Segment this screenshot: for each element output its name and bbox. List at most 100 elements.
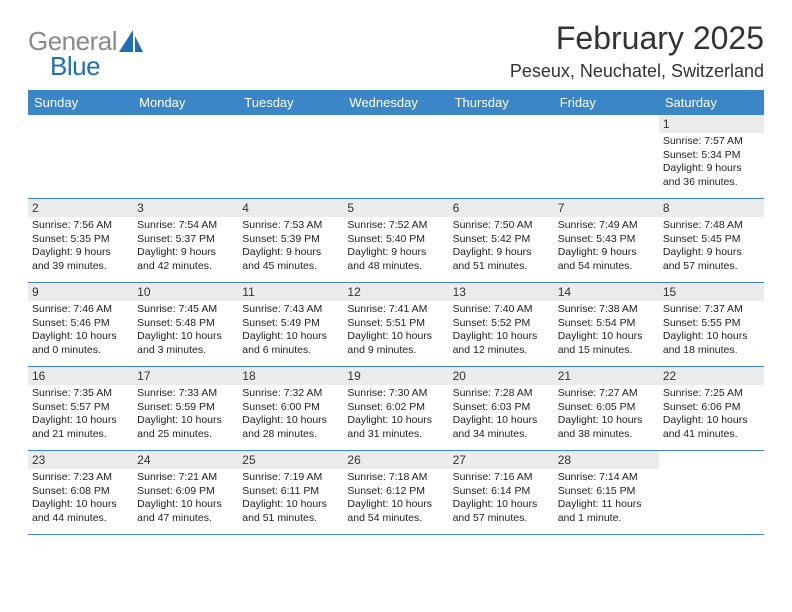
calendar-cell: 24Sunrise: 7:21 AMSunset: 6:09 PMDayligh… — [133, 451, 238, 535]
day-line: and 36 minutes. — [663, 176, 760, 190]
day-number: 26 — [343, 451, 448, 469]
calendar-cell: 2Sunrise: 7:56 AMSunset: 5:35 PMDaylight… — [28, 199, 133, 283]
day-line: Daylight: 10 hours — [32, 498, 129, 512]
day-line: Sunrise: 7:57 AM — [663, 135, 760, 149]
day-line: Daylight: 9 hours — [663, 246, 760, 260]
weekday-header: Sunday — [28, 91, 133, 115]
day-line: Daylight: 10 hours — [453, 330, 550, 344]
day-line: Sunrise: 7:54 AM — [137, 219, 234, 233]
weekday-header: Tuesday — [238, 91, 343, 115]
location: Peseux, Neuchatel, Switzerland — [510, 61, 764, 82]
calendar-cell: 7Sunrise: 7:49 AMSunset: 5:43 PMDaylight… — [554, 199, 659, 283]
calendar-cell: 18Sunrise: 7:32 AMSunset: 6:00 PMDayligh… — [238, 367, 343, 451]
day-line: and 51 minutes. — [242, 512, 339, 526]
day-body: Sunrise: 7:48 AMSunset: 5:45 PMDaylight:… — [659, 217, 764, 276]
day-line: Sunset: 6:03 PM — [453, 401, 550, 415]
calendar-cell — [554, 115, 659, 199]
day-line: and 44 minutes. — [32, 512, 129, 526]
day-line: and 3 minutes. — [137, 344, 234, 358]
day-line: Sunrise: 7:49 AM — [558, 219, 655, 233]
day-line: Sunrise: 7:37 AM — [663, 303, 760, 317]
calendar-header-row: SundayMondayTuesdayWednesdayThursdayFrid… — [28, 91, 764, 115]
day-line: and 38 minutes. — [558, 428, 655, 442]
calendar-cell — [28, 115, 133, 199]
day-line: Sunset: 6:06 PM — [663, 401, 760, 415]
day-line: Sunset: 6:11 PM — [242, 485, 339, 499]
calendar-cell: 23Sunrise: 7:23 AMSunset: 6:08 PMDayligh… — [28, 451, 133, 535]
calendar-cell: 1Sunrise: 7:57 AMSunset: 5:34 PMDaylight… — [659, 115, 764, 199]
day-number: 4 — [238, 199, 343, 217]
day-line: and 42 minutes. — [137, 260, 234, 274]
day-line: Sunrise: 7:53 AM — [242, 219, 339, 233]
calendar-page: General Blue February 2025 Peseux, Neuch… — [0, 0, 792, 545]
day-line: Sunset: 5:55 PM — [663, 317, 760, 331]
day-body: Sunrise: 7:45 AMSunset: 5:48 PMDaylight:… — [133, 301, 238, 360]
day-line: Sunrise: 7:46 AM — [32, 303, 129, 317]
day-body: Sunrise: 7:25 AMSunset: 6:06 PMDaylight:… — [659, 385, 764, 444]
weekday-header: Wednesday — [343, 91, 448, 115]
day-line: Daylight: 9 hours — [137, 246, 234, 260]
day-number: 18 — [238, 367, 343, 385]
day-line: and 51 minutes. — [453, 260, 550, 274]
day-body: Sunrise: 7:43 AMSunset: 5:49 PMDaylight:… — [238, 301, 343, 360]
day-line: Sunrise: 7:30 AM — [347, 387, 444, 401]
calendar-cell — [659, 451, 764, 535]
day-line: Sunrise: 7:25 AM — [663, 387, 760, 401]
day-line: and 41 minutes. — [663, 428, 760, 442]
day-line: Daylight: 9 hours — [663, 162, 760, 176]
day-line: Sunset: 6:12 PM — [347, 485, 444, 499]
day-line: Sunrise: 7:43 AM — [242, 303, 339, 317]
calendar-cell: 4Sunrise: 7:53 AMSunset: 5:39 PMDaylight… — [238, 199, 343, 283]
day-line: and 57 minutes. — [663, 260, 760, 274]
calendar-cell — [449, 115, 554, 199]
day-line: and 47 minutes. — [137, 512, 234, 526]
weekday-header: Saturday — [659, 91, 764, 115]
day-line: Sunrise: 7:19 AM — [242, 471, 339, 485]
day-line: and 15 minutes. — [558, 344, 655, 358]
day-line: and 54 minutes. — [558, 260, 655, 274]
day-line: Sunset: 5:49 PM — [242, 317, 339, 331]
day-body: Sunrise: 7:54 AMSunset: 5:37 PMDaylight:… — [133, 217, 238, 276]
day-number: 16 — [28, 367, 133, 385]
day-number: 9 — [28, 283, 133, 301]
day-number: 17 — [133, 367, 238, 385]
day-body: Sunrise: 7:30 AMSunset: 6:02 PMDaylight:… — [343, 385, 448, 444]
calendar-cell: 17Sunrise: 7:33 AMSunset: 5:59 PMDayligh… — [133, 367, 238, 451]
day-line: and 31 minutes. — [347, 428, 444, 442]
day-line: Daylight: 9 hours — [558, 246, 655, 260]
day-line: Sunrise: 7:32 AM — [242, 387, 339, 401]
day-line: Sunset: 5:57 PM — [32, 401, 129, 415]
day-number: 21 — [554, 367, 659, 385]
day-number: 8 — [659, 199, 764, 217]
day-number: 28 — [554, 451, 659, 469]
day-number: 3 — [133, 199, 238, 217]
day-body: Sunrise: 7:46 AMSunset: 5:46 PMDaylight:… — [28, 301, 133, 360]
day-number: 15 — [659, 283, 764, 301]
day-line: and 1 minute. — [558, 512, 655, 526]
calendar-cell: 15 Sunrise: 7:37 AMSunset: 5:55 PMDayligh… — [659, 283, 764, 367]
day-line: Sunset: 5:34 PM — [663, 149, 760, 163]
day-line: Sunset: 5:59 PM — [137, 401, 234, 415]
day-line: and 54 minutes. — [347, 512, 444, 526]
day-line: Daylight: 10 hours — [558, 330, 655, 344]
day-body: Sunrise: 7:35 AMSunset: 5:57 PMDaylight:… — [28, 385, 133, 444]
day-line: Daylight: 10 hours — [663, 330, 760, 344]
calendar-table: SundayMondayTuesdayWednesdayThursdayFrid… — [28, 90, 764, 535]
day-line: Daylight: 10 hours — [347, 414, 444, 428]
day-line: and 25 minutes. — [137, 428, 234, 442]
calendar-cell: 9Sunrise: 7:46 AMSunset: 5:46 PMDaylight… — [28, 283, 133, 367]
day-line: Daylight: 10 hours — [663, 414, 760, 428]
day-line: and 45 minutes. — [242, 260, 339, 274]
day-body: Sunrise: 7:27 AMSunset: 6:05 PMDaylight:… — [554, 385, 659, 444]
day-line: Sunrise: 7:16 AM — [453, 471, 550, 485]
day-number: 19 — [343, 367, 448, 385]
day-line: and 9 minutes. — [347, 344, 444, 358]
day-line: Daylight: 10 hours — [453, 414, 550, 428]
day-body: Sunrise: 7:16 AMSunset: 6:14 PMDaylight:… — [449, 469, 554, 528]
day-line: Daylight: 10 hours — [137, 498, 234, 512]
day-number: 2 — [28, 199, 133, 217]
day-line: Sunset: 5:37 PM — [137, 233, 234, 247]
weekday-header: Monday — [133, 91, 238, 115]
day-line: Sunrise: 7:40 AM — [453, 303, 550, 317]
title-block: February 2025 Peseux, Neuchatel, Switzer… — [510, 20, 764, 82]
